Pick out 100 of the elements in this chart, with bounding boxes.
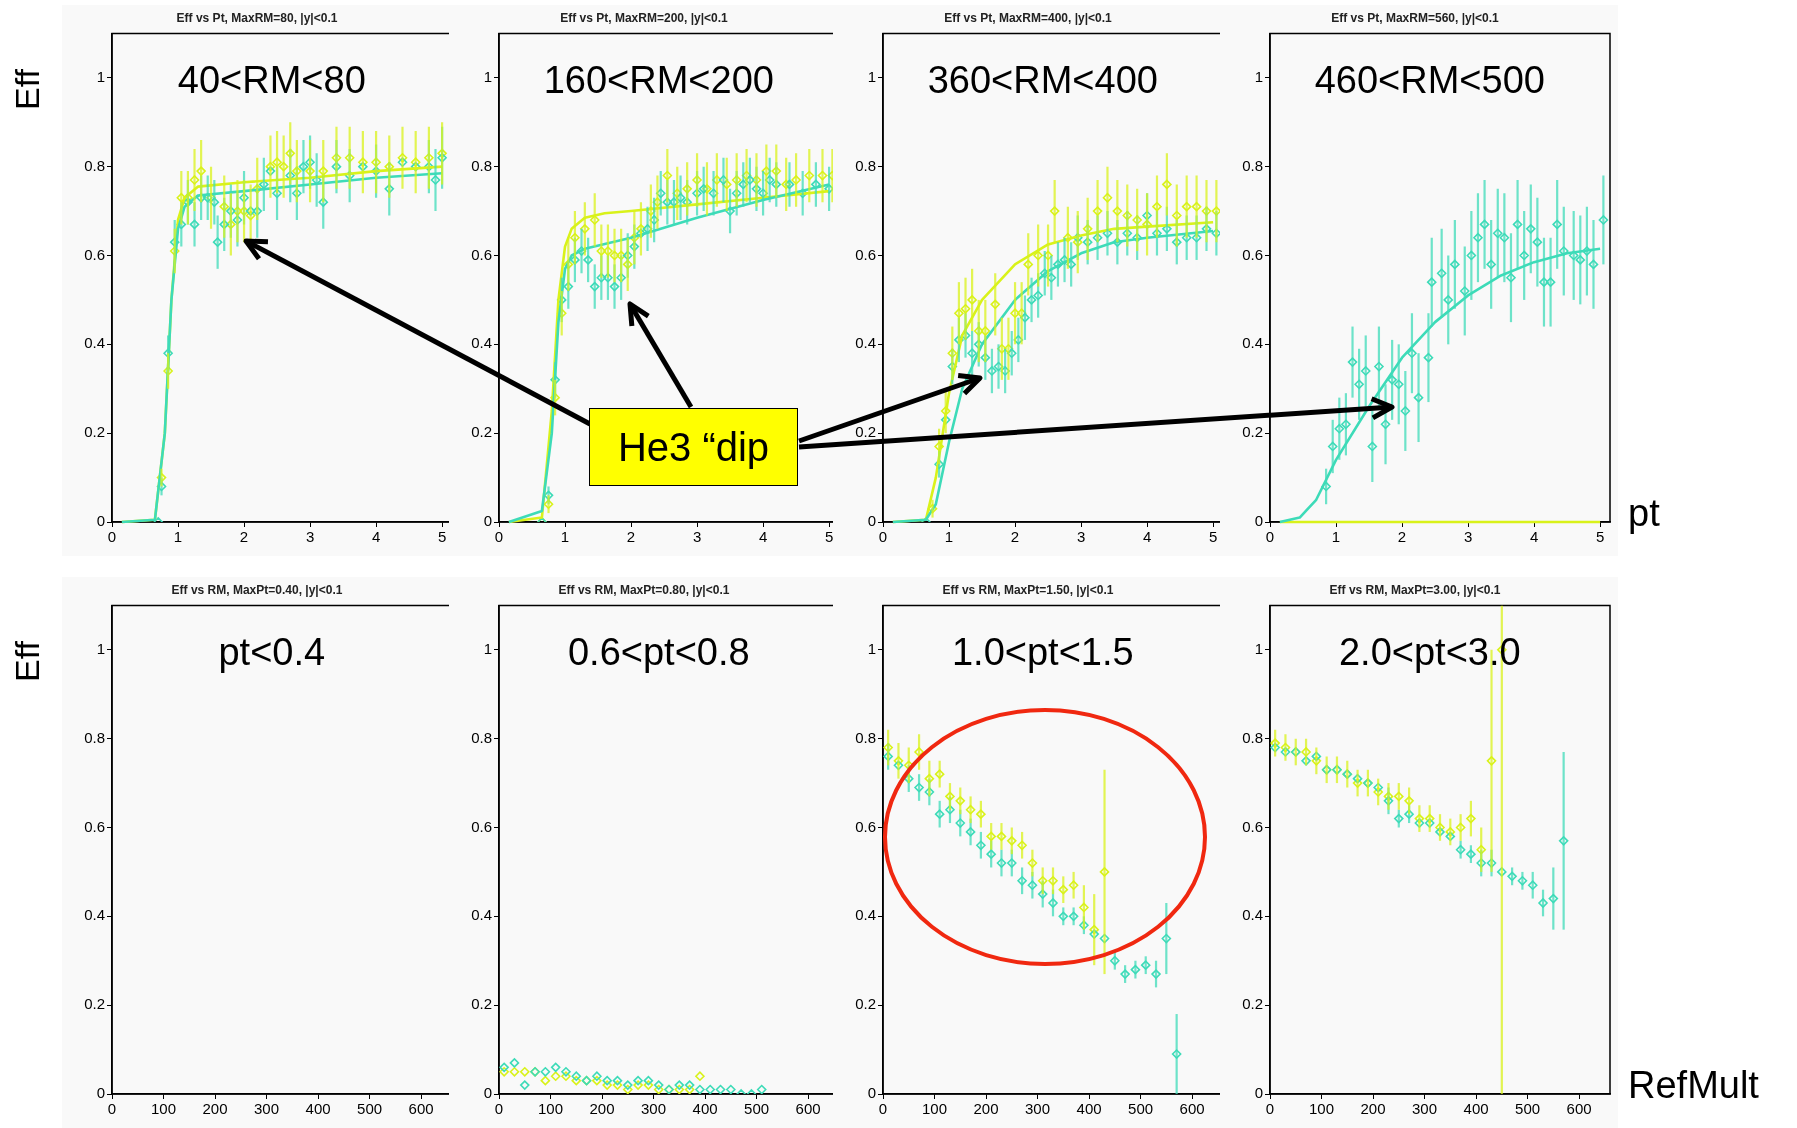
y-tick-label: 0.4 <box>1242 906 1263 924</box>
y-tick-label: 0.2 <box>855 423 876 441</box>
y-tick-label: 1 <box>867 639 876 657</box>
x-tick-label: 0 <box>494 1100 504 1118</box>
y-axis-title: Eff <box>8 641 47 682</box>
chart-title: Eff vs RM, MaxPt=0.40, |y|<0.1 <box>171 582 343 597</box>
y-tick-label: 0.8 <box>471 728 492 746</box>
y-tick-label: 0.8 <box>84 156 105 174</box>
chart-title: Eff vs Pt, MaxRM=200, |y|<0.1 <box>560 10 729 25</box>
annotation: He3 “dip <box>589 408 798 486</box>
y-tick-label: 0.8 <box>855 728 876 746</box>
y-tick-label: 0.6 <box>84 245 105 263</box>
x-tick-label: 500 <box>1128 1100 1154 1118</box>
x-tick-label: 200 <box>202 1100 228 1118</box>
x-tick-label: 200 <box>973 1100 999 1118</box>
y-tick-label: 0.8 <box>1242 728 1263 746</box>
x-tick-label: 1 <box>560 528 570 546</box>
y-tick-label: 0 <box>867 1084 876 1102</box>
x-tick-label: 0 <box>1265 1100 1275 1118</box>
x-tick-label: 4 <box>758 528 768 546</box>
chart-title: Eff vs Pt, MaxRM=560, |y|<0.1 <box>1331 10 1500 25</box>
y-tick-label: 1 <box>867 67 876 85</box>
y-tick-label: 0.6 <box>855 245 876 263</box>
x-tick-label: 500 <box>744 1100 770 1118</box>
annotation: pt<0.4 <box>218 630 326 673</box>
y-tick-label: 0 <box>867 512 876 530</box>
x-tick-label: 100 <box>922 1100 948 1118</box>
x-tick-label: 0 <box>878 528 888 546</box>
x-tick-label: 400 <box>305 1100 331 1118</box>
x-tick-label: 3 <box>1463 528 1473 546</box>
annotation: 1.0<pt<1.5 <box>951 630 1134 673</box>
x-tick-label: 100 <box>151 1100 177 1118</box>
x-tick-label: 0 <box>107 1100 117 1118</box>
annotation: 40<RM<80 <box>177 58 366 101</box>
y-tick-label: 0.2 <box>471 423 492 441</box>
x-tick-label: 200 <box>589 1100 615 1118</box>
x-tick-label: 400 <box>692 1100 718 1118</box>
x-tick-label: 0 <box>107 528 117 546</box>
chart-title: Eff vs Pt, MaxRM=400, |y|<0.1 <box>944 10 1113 25</box>
x-tick-label: 1 <box>173 528 183 546</box>
x-tick-label: 5 <box>824 528 834 546</box>
chart-title: Eff vs Pt, MaxRM=80, |y|<0.1 <box>176 10 338 25</box>
x-tick-label: 2 <box>1397 528 1407 546</box>
x-tick-label: 4 <box>371 528 381 546</box>
y-tick-label: 0.8 <box>1242 156 1263 174</box>
y-tick-label: 0.4 <box>471 334 492 352</box>
y-tick-label: 1 <box>96 639 105 657</box>
x-axis-title: RefMult <box>1628 1064 1759 1107</box>
y-tick-label: 0 <box>96 1084 105 1102</box>
y-tick-label: 0 <box>483 1084 492 1102</box>
y-tick-label: 0.6 <box>1242 817 1263 835</box>
x-tick-label: 3 <box>692 528 702 546</box>
x-tick-label: 0 <box>494 528 504 546</box>
y-tick-label: 0.4 <box>84 906 105 924</box>
x-tick-label: 600 <box>1566 1100 1592 1118</box>
x-tick-label: 4 <box>1529 528 1539 546</box>
x-tick-label: 0 <box>878 1100 888 1118</box>
y-tick-label: 0.6 <box>1242 245 1263 263</box>
y-tick-label: 0.2 <box>1242 423 1263 441</box>
x-tick-label: 3 <box>305 528 315 546</box>
x-tick-label: 600 <box>408 1100 434 1118</box>
x-tick-label: 400 <box>1076 1100 1102 1118</box>
y-tick-label: 0.2 <box>471 995 492 1013</box>
y-tick-label: 1 <box>1254 639 1263 657</box>
y-tick-label: 0.8 <box>84 728 105 746</box>
y-tick-label: 0.4 <box>855 906 876 924</box>
y-tick-label: 0.6 <box>471 817 492 835</box>
annotation: 0.6<pt<0.8 <box>567 630 750 673</box>
y-tick-label: 0 <box>483 512 492 530</box>
x-tick-label: 600 <box>795 1100 821 1118</box>
x-tick-label: 500 <box>357 1100 383 1118</box>
y-tick-label: 0.4 <box>855 334 876 352</box>
x-tick-label: 3 <box>1076 528 1086 546</box>
x-axis-title: pt <box>1628 492 1660 535</box>
x-tick-label: 600 <box>1179 1100 1205 1118</box>
x-tick-label: 2 <box>626 528 636 546</box>
y-tick-label: 0.2 <box>1242 995 1263 1013</box>
x-tick-label: 2 <box>239 528 249 546</box>
y-tick-label: 0.2 <box>84 423 105 441</box>
y-tick-label: 0.4 <box>84 334 105 352</box>
x-tick-label: 5 <box>1595 528 1605 546</box>
y-tick-label: 0.2 <box>855 995 876 1013</box>
annotation: 360<RM<400 <box>927 58 1158 101</box>
y-tick-label: 1 <box>1254 67 1263 85</box>
x-tick-label: 300 <box>1025 1100 1051 1118</box>
x-tick-label: 100 <box>1309 1100 1335 1118</box>
y-tick-label: 0.6 <box>855 817 876 835</box>
chart-title: Eff vs RM, MaxPt=3.00, |y|<0.1 <box>1329 582 1501 597</box>
x-tick-label: 2 <box>1010 528 1020 546</box>
y-tick-label: 0.6 <box>84 817 105 835</box>
x-tick-label: 300 <box>1412 1100 1438 1118</box>
annotation: 460<RM<500 <box>1314 58 1545 101</box>
x-tick-label: 100 <box>538 1100 564 1118</box>
y-tick-label: 1 <box>483 639 492 657</box>
y-tick-label: 0.4 <box>1242 334 1263 352</box>
x-tick-label: 4 <box>1142 528 1152 546</box>
x-tick-label: 1 <box>1331 528 1341 546</box>
chart-title: Eff vs RM, MaxPt=0.80, |y|<0.1 <box>558 582 730 597</box>
x-tick-label: 200 <box>1360 1100 1386 1118</box>
x-tick-label: 500 <box>1515 1100 1541 1118</box>
